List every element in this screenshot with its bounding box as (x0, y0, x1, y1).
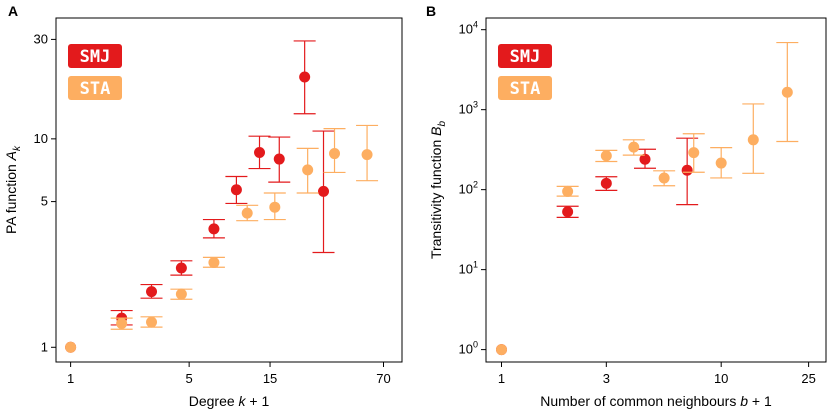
point-smj (639, 153, 651, 165)
legend-badge-sta (498, 76, 552, 100)
legend-label-sta: STA (510, 79, 541, 99)
point-smj (230, 184, 242, 196)
x-axis-title-b: Number of common neighbours b + 1 (540, 393, 772, 409)
plot-frame-b (485, 17, 827, 363)
point-sta (496, 344, 508, 356)
point-smj (175, 262, 187, 274)
legend-badge-smj (68, 44, 122, 68)
legend-label-smj: SMJ (510, 47, 541, 67)
point-sta (116, 318, 128, 330)
y-tick-label: 1 (41, 339, 48, 354)
marks-b (496, 41, 799, 356)
x-axis-title-a: Degree k + 1 (189, 393, 270, 409)
point-sta (658, 172, 670, 184)
point-sta (781, 86, 793, 98)
marks-a (65, 40, 379, 353)
legend-label-sta: STA (80, 79, 111, 99)
x-tick-label: 5 (186, 371, 193, 386)
point-sta (562, 185, 574, 197)
point-sta (241, 207, 253, 219)
y-tick-label: 102 (459, 180, 478, 197)
x-tick-label: 25 (801, 371, 815, 386)
y-tick-label: 104 (459, 20, 478, 37)
y-tick-label: 10 (34, 131, 48, 146)
point-smj (299, 71, 311, 83)
legend-a: SMJ STA (68, 44, 122, 100)
panel-b: B 1 3 10 25 100 101 102 103 104 SMJ STA Number … (426, 3, 827, 409)
y-tick-label: 30 (34, 31, 48, 46)
point-sta (65, 341, 77, 353)
y-tick-label: 100 (459, 340, 478, 357)
point-sta (208, 257, 220, 269)
point-sta (269, 201, 281, 213)
x-ticks-a: 1 5 15 70 (67, 362, 391, 386)
point-smj (254, 147, 266, 159)
point-sta (628, 141, 640, 153)
legend-badge-smj (498, 44, 552, 68)
point-sta (600, 150, 612, 162)
y-tick-label: 101 (459, 260, 478, 277)
point-sta (361, 149, 373, 161)
legend-b: SMJ STA (498, 44, 552, 100)
legend-label-smj: SMJ (80, 47, 111, 67)
plot-frame-a (55, 17, 403, 363)
x-tick-label: 1 (498, 371, 505, 386)
x-tick-label: 1 (67, 371, 74, 386)
point-sta (302, 164, 314, 176)
y-axis-title-b: Transitivity function Bb (428, 121, 448, 260)
point-smj (562, 206, 574, 218)
point-smj (208, 223, 220, 235)
point-sta (146, 316, 158, 328)
x-tick-label: 15 (263, 371, 277, 386)
x-tick-label: 10 (714, 371, 728, 386)
point-sta (688, 147, 700, 159)
panel-letter-a: A (8, 3, 18, 19)
legend-badge-sta (68, 76, 122, 100)
point-sta (175, 288, 187, 300)
point-smj (600, 177, 612, 189)
point-smj (146, 286, 158, 298)
panel-letter-b: B (426, 3, 436, 19)
point-smj (318, 185, 330, 197)
y-ticks-b: 100 101 102 103 104 (459, 20, 486, 357)
y-axis-title-a: PA function Ak (3, 145, 23, 234)
point-sta (715, 157, 727, 169)
y-ticks-a: 1 5 10 30 (34, 31, 56, 354)
x-tick-label: 3 (603, 371, 610, 386)
point-sta (747, 134, 759, 146)
point-smj (681, 164, 693, 176)
y-tick-label: 5 (41, 194, 48, 209)
x-tick-label: 70 (376, 371, 390, 386)
x-ticks-b: 1 3 10 25 (498, 362, 816, 386)
point-sta (329, 148, 341, 160)
y-tick-label: 103 (459, 100, 478, 117)
point-smj (273, 153, 285, 165)
